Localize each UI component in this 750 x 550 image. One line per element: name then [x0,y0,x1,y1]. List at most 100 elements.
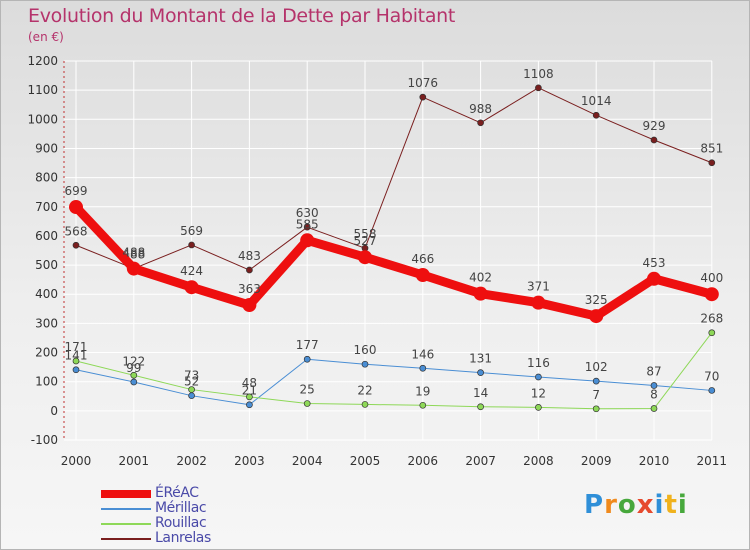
data-point [477,119,484,127]
data-label: 483 [238,249,261,263]
logo-letter: P [584,490,605,520]
y-tick-label: 500 [35,258,58,272]
y-tick-label: 300 [35,316,58,330]
data-label: 177 [296,338,319,352]
y-tick-label: 1000 [27,112,58,126]
data-label: 558 [354,227,377,241]
data-label: 7 [592,388,600,402]
data-label: 19 [415,384,430,398]
y-tick-label: 900 [35,141,58,155]
data-label: 527 [354,234,377,248]
data-point [246,401,253,409]
data-point [188,386,195,393]
data-label: 1108 [523,67,554,81]
data-point [419,93,427,101]
data-label: 402 [469,271,492,285]
data-label: 630 [296,206,319,220]
data-label: 146 [411,347,434,361]
data-point [477,403,484,411]
data-point [650,136,658,144]
data-label: 453 [643,256,666,270]
x-tick-label: 2001 [119,454,150,468]
data-point [419,364,427,372]
y-tick-label: 1100 [27,83,58,97]
x-tick-label: 2004 [292,454,323,468]
data-label: 268 [700,312,723,326]
data-label: 851 [700,142,723,156]
data-point [72,241,80,249]
y-tick-label: 400 [35,287,58,301]
x-tick-label: 2011 [697,454,728,468]
y-tick-label: 700 [35,200,58,214]
data-point [184,280,199,295]
chart-title: Evolution du Montant de la Dette par Hab… [28,5,456,27]
data-point [650,382,658,389]
legend-label-ereac: ÉRéAC [155,485,199,501]
x-tick-label: 2009 [581,454,612,468]
data-label: 122 [122,354,145,368]
data-label: 488 [122,246,145,260]
legend-swatch-ereac [101,490,151,498]
data-label: 102 [585,360,608,374]
x-tick-label: 2000 [61,454,92,468]
x-tick-label: 2005 [350,454,381,468]
data-label: 568 [65,224,88,238]
data-label: 116 [527,356,550,370]
data-label: 160 [354,343,377,357]
data-label: 48 [242,376,257,390]
data-label: 466 [411,252,434,266]
data-point [303,400,311,407]
data-point [358,250,372,265]
data-point [531,295,546,310]
logo-letter: i [677,490,688,520]
data-label: 363 [238,282,261,296]
x-tick-label: 2006 [408,454,439,468]
data-point [708,329,716,337]
data-label: 12 [531,386,546,400]
data-point [592,111,600,119]
logo-letter: t [664,490,678,520]
data-label: 131 [469,352,492,366]
data-point [419,401,427,409]
data-point [246,393,253,401]
legend-swatch-rouillac [101,523,151,525]
y-tick-label: 800 [35,171,58,185]
data-label: 400 [700,271,723,285]
data-point [72,366,80,374]
x-tick-label: 2002 [176,454,207,468]
series-line [75,332,713,410]
data-label: 8 [650,388,658,402]
data-point [650,405,658,412]
data-label: 1014 [581,94,612,108]
logo-letter: i [654,490,665,520]
data-point [188,241,195,249]
data-point [69,200,83,215]
data-point [126,261,141,276]
y-tick-label: 600 [35,229,58,243]
data-label: 73 [184,369,199,383]
legend-swatch-merillac [101,508,151,510]
data-point [592,405,600,413]
data-label: 141 [65,349,88,363]
data-point [708,159,716,167]
data-label: 70 [704,369,719,383]
series-line [71,202,717,321]
data-label: 14 [473,386,488,400]
series-line [75,87,713,271]
data-point [535,373,542,381]
data-point [361,401,369,408]
data-point [473,286,488,301]
logo-letter: o [617,490,637,520]
data-label: 87 [646,364,661,378]
y-tick-label: 100 [35,375,58,389]
data-point [303,355,311,363]
data-point [708,387,716,394]
legend-label-merillac: Mérillac [155,500,207,516]
data-label: 52 [184,375,199,389]
y-tick-label: 1200 [27,54,58,68]
y-tick-label: 0 [50,404,58,418]
data-label: 22 [357,383,372,397]
x-tick-label: 2010 [639,454,670,468]
